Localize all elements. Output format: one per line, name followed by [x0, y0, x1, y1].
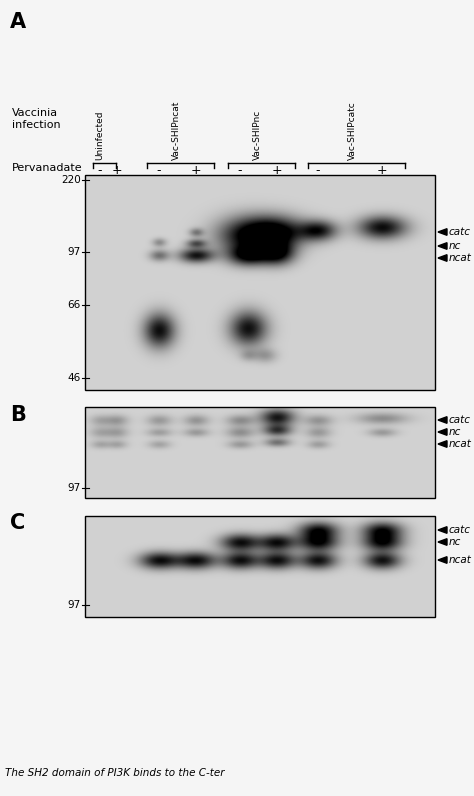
Text: nc: nc — [449, 241, 461, 251]
Text: B: B — [10, 405, 26, 425]
Text: catc: catc — [449, 415, 471, 425]
Bar — [85, 407, 435, 498]
Polygon shape — [438, 556, 447, 564]
Text: 97: 97 — [68, 247, 81, 257]
Text: -: - — [316, 165, 320, 178]
Text: 66: 66 — [68, 300, 81, 310]
Text: -: - — [238, 165, 242, 178]
Text: Vac-SHIPcatc: Vac-SHIPcatc — [347, 101, 356, 160]
Text: +: + — [377, 165, 387, 178]
Text: A: A — [10, 12, 26, 32]
Text: nc: nc — [449, 427, 461, 437]
Text: +: + — [272, 165, 283, 178]
Text: catc: catc — [449, 525, 471, 535]
Text: Pervanadate: Pervanadate — [12, 163, 82, 173]
Text: -: - — [157, 165, 161, 178]
Text: 220: 220 — [61, 175, 81, 185]
Polygon shape — [438, 441, 447, 447]
Text: Vac-SHIPncat: Vac-SHIPncat — [172, 100, 181, 160]
Text: The SH2 domain of PI3K binds to the C-ter: The SH2 domain of PI3K binds to the C-te… — [5, 768, 225, 778]
Text: catc: catc — [449, 227, 471, 237]
Bar — [85, 516, 435, 617]
Text: Uninfected: Uninfected — [95, 111, 104, 160]
Text: 97: 97 — [68, 600, 81, 610]
Text: -: - — [98, 165, 102, 178]
Text: ncat: ncat — [449, 555, 472, 565]
Text: ncat: ncat — [449, 439, 472, 449]
Text: ncat: ncat — [449, 253, 472, 263]
Polygon shape — [438, 539, 447, 545]
Polygon shape — [438, 228, 447, 236]
Text: Vac-SHIPnc: Vac-SHIPnc — [253, 110, 262, 160]
Polygon shape — [438, 527, 447, 533]
Text: +: + — [191, 165, 201, 178]
Text: nc: nc — [449, 537, 461, 547]
Polygon shape — [438, 255, 447, 261]
Bar — [85, 175, 435, 390]
Text: +: + — [112, 165, 122, 178]
Polygon shape — [438, 416, 447, 423]
Text: 46: 46 — [68, 373, 81, 383]
Polygon shape — [438, 243, 447, 249]
Text: Vaccinia
infection: Vaccinia infection — [12, 108, 61, 130]
Text: 97: 97 — [68, 483, 81, 493]
Text: C: C — [10, 513, 25, 533]
Polygon shape — [438, 429, 447, 435]
